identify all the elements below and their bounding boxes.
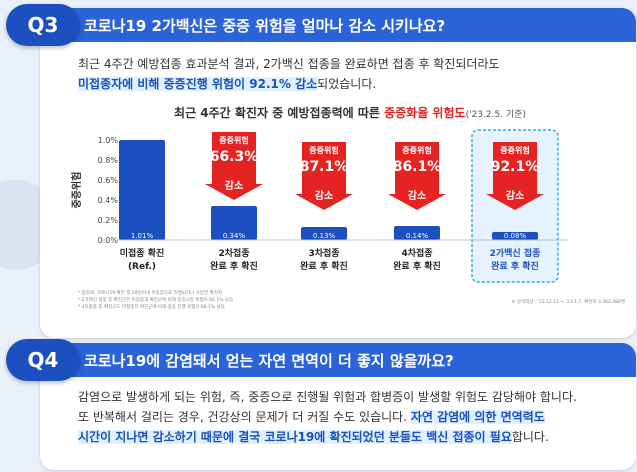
chart-title: 최근 4주간 확진자 중 예방접종력에 따른 중증화율 위험도('23.2.5.…	[130, 104, 570, 121]
reduction-percent: 86.1%	[393, 159, 442, 175]
y-tick-label: 1.0%	[98, 136, 119, 145]
q3-title: 코로나19 2가백신은 중증 위험을 얼마나 감소 시키나요?	[40, 8, 636, 42]
q3-intro-line1: 최근 4주간 예방접종 효과분석 결과, 2가백신 접종을 완료하면 접종 후 …	[78, 57, 500, 71]
q4-line2-highlight: 자연 감염에 의한 면역력도	[410, 410, 545, 424]
q3-intro-line2: 미접종자에 비해 중증진행 위험이 92.1% 감소되었습니다.	[78, 74, 628, 94]
q4-line3-tail: 합니다.	[511, 430, 549, 444]
bar-value-label: 1.01%	[131, 232, 154, 240]
footnote: * 4차접종 후 확진군도 미접종자 확진군에 비해 중증 진행 위험이 86.…	[78, 305, 225, 310]
q3-intro-tail: 되었습니다.	[317, 77, 377, 91]
reduction-arrow-label: 중증위험	[402, 145, 431, 155]
y-tick-label: 0.4%	[98, 196, 119, 205]
reduction-decrease-label: 감소	[408, 190, 426, 202]
reduction-decrease-label: 감소	[225, 180, 243, 192]
x-category-label: 2가백신 접종	[490, 247, 541, 259]
reduction-arrow	[486, 142, 544, 210]
q4-line3-highlight: 시간이 지나면 감소하기 때문에 결국 코로나19에 확진되었던 분들도 백신 …	[78, 430, 512, 444]
x-category-label: 완료 후 확진	[491, 260, 539, 272]
reduction-percent: 66.3%	[210, 149, 259, 165]
x-category-label: 완료 후 확진	[210, 260, 258, 272]
reduction-arrow-label: 중증위험	[219, 135, 248, 145]
q4-line3: 시간이 지나면 감소하기 때문에 결국 코로나19에 확진되었던 분들도 백신 …	[78, 427, 628, 447]
reduction-percent: 87.1%	[300, 159, 349, 175]
footnote: * 2가백신 접종 후 확진군은 미접종과 확진군에 비해 중증시망 위험이 9…	[78, 298, 234, 303]
q3-intro-highlight: 미접종자에 비해 중증진행 위험이 92.1% 감소	[78, 77, 318, 91]
q4-line2-plain: 또 반복해서 걸리는 경우, 건강상의 문제가 더 커질 수도 있습니다.	[78, 410, 411, 424]
bar-value-label: 0.08%	[504, 232, 527, 240]
bar-value-label: 0.13%	[313, 232, 336, 240]
reduction-arrow	[295, 142, 353, 210]
reduction-decrease-label: 감소	[506, 190, 524, 202]
reduction-arrow-label: 중증위험	[309, 145, 338, 155]
q3-footnotes: * 중증화: 코로나19 확진 후 28일이내 위중증으로 진행되거나 사망한 …	[78, 290, 408, 311]
bar-value-label: 0.14%	[406, 232, 429, 240]
x-category-label: 미접종 확진	[120, 247, 165, 259]
y-tick-label: 0.2%	[98, 216, 119, 225]
x-category-label: 3차접종	[308, 247, 339, 259]
reduction-arrow	[205, 132, 263, 200]
chart-title-date: ('23.2.5. 기준)	[465, 110, 526, 120]
q3-source-note: ※ 분석대상 : '22.12.11 ~ '23.1.7. 확진자 3,462,…	[511, 300, 625, 305]
x-category-label: 완료 후 확진	[393, 260, 441, 272]
q3-badge: Q3	[6, 4, 80, 46]
chart-title-main: 최근 4주간 확진자 중 예방접종력에 따른	[174, 106, 385, 120]
bar	[394, 226, 440, 240]
y-axis-label: 중증위험	[70, 172, 83, 209]
reduction-decrease-label: 감소	[315, 190, 333, 202]
bar	[211, 206, 257, 240]
x-category-label: 4차접종	[401, 247, 432, 259]
q4-line1: 감염으로 발생하게 되는 위험, 즉, 중증으로 진행될 위험과 합병증이 발생…	[78, 390, 577, 404]
y-tick-label: 0.8%	[98, 156, 119, 165]
y-tick-label: 0.6%	[98, 176, 119, 185]
q3-intro: 최근 4주간 예방접종 효과분석 결과, 2가백신 접종을 완료하면 접종 후 …	[78, 54, 628, 94]
footnote: * 중증화: 코로나19 확진 후 28일이내 위중증으로 진행되거나 사망한 …	[78, 291, 223, 296]
x-category-label: (Ref.)	[128, 262, 156, 272]
reduction-percent: 92.1%	[491, 159, 540, 175]
bar-value-label: 0.34%	[223, 232, 246, 240]
x-category-label: 2차접종	[218, 247, 249, 259]
x-category-label: 완료 후 확진	[300, 260, 348, 272]
reduction-arrow	[388, 142, 446, 210]
bar	[119, 140, 165, 240]
q4-badge: Q4	[6, 339, 80, 381]
q4-body: 감염으로 발생하게 되는 위험, 즉, 중증으로 진행될 위험과 합병증이 발생…	[78, 387, 628, 447]
q4-line2: 또 반복해서 걸리는 경우, 건강상의 문제가 더 커질 수도 있습니다. 자연…	[78, 407, 628, 427]
bar	[492, 232, 538, 240]
chart-title-red: 중증화율 위험도	[384, 106, 466, 120]
bar	[301, 227, 347, 240]
reduction-arrow-label: 중증위험	[500, 145, 529, 155]
q4-title: 코로나19에 감염돼서 얻는 자연 면역이 더 좋지 않을까요?	[40, 343, 636, 377]
